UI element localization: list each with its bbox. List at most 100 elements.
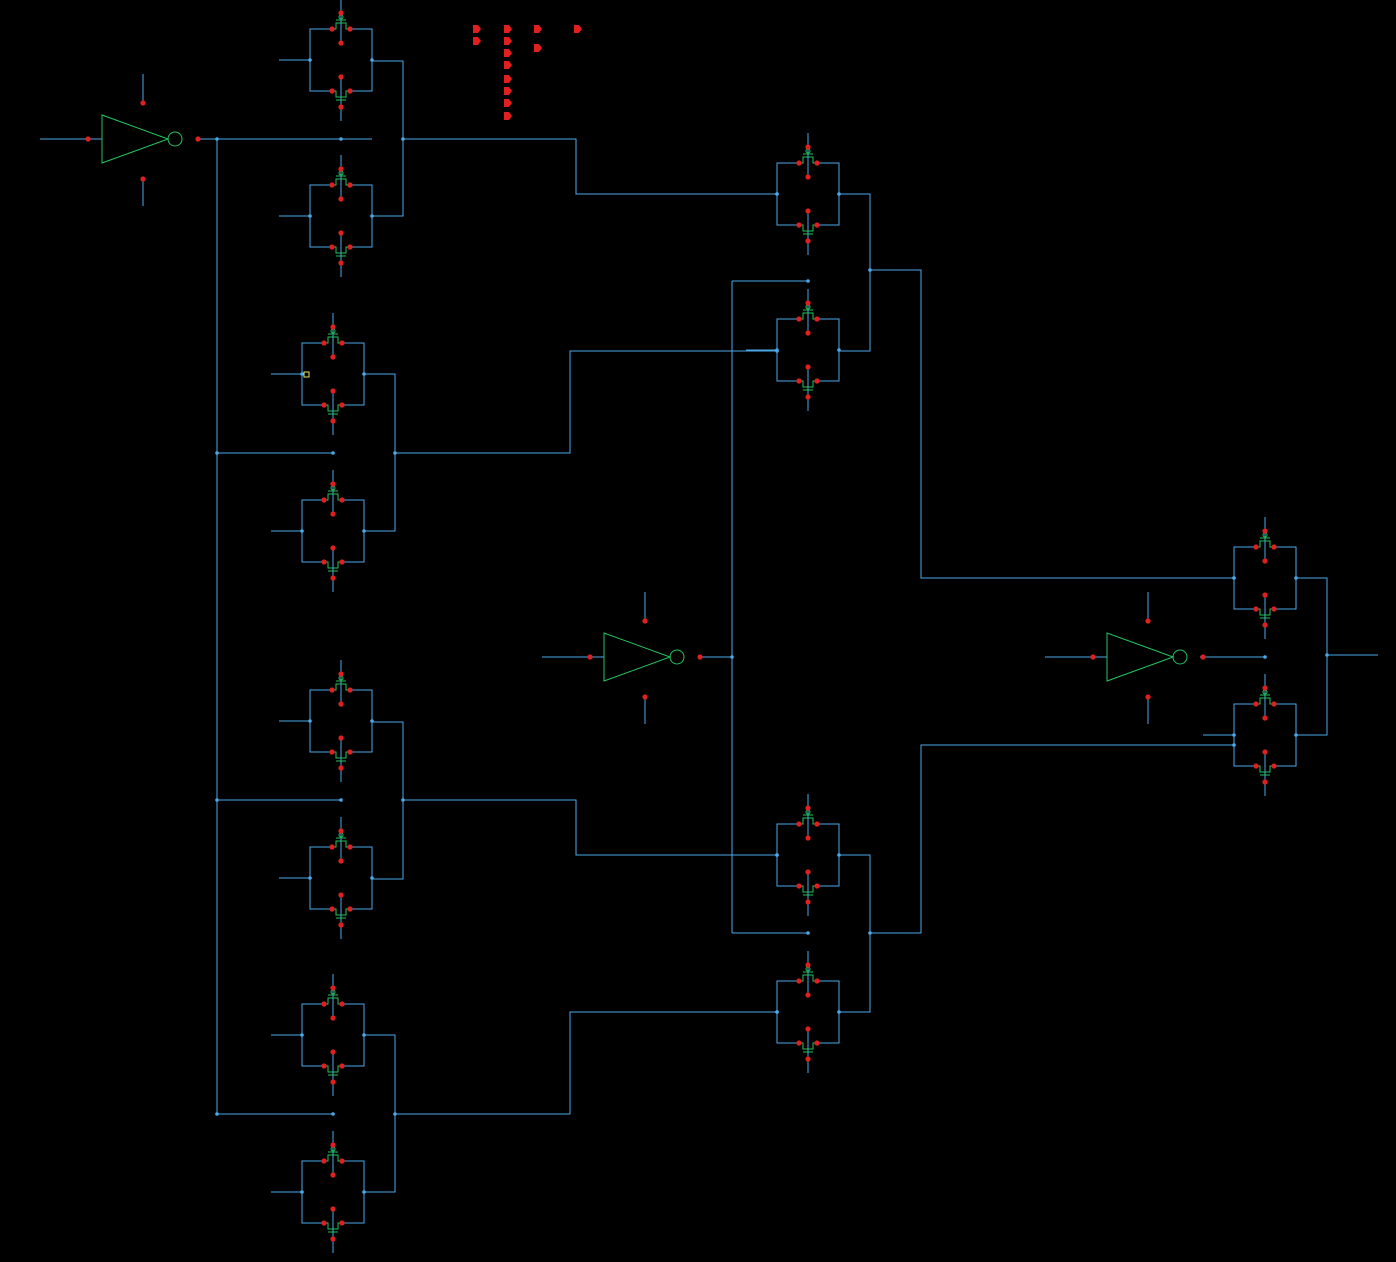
net-wire[interactable] (839, 193, 871, 352)
port-icon-group[interactable] (473, 25, 582, 120)
port-icon[interactable] (504, 61, 512, 69)
pin[interactable] (140, 176, 146, 182)
pin[interactable] (338, 828, 344, 834)
wire-junction[interactable] (868, 931, 872, 935)
pin[interactable] (1271, 606, 1277, 612)
pin[interactable] (339, 559, 345, 565)
nmos-icon[interactable] (324, 1222, 342, 1230)
pin[interactable] (1145, 694, 1151, 700)
pin[interactable] (347, 26, 353, 32)
wire-junction[interactable] (806, 931, 810, 935)
pin[interactable] (1262, 749, 1268, 755)
pin[interactable] (339, 402, 345, 408)
pin[interactable] (805, 1056, 811, 1062)
pin[interactable] (1145, 618, 1151, 624)
pin[interactable] (338, 104, 344, 110)
pin[interactable] (814, 222, 820, 228)
pmos-icon[interactable] (324, 336, 342, 344)
transmission-gate[interactable] (279, 155, 373, 277)
nmos-icon[interactable] (799, 885, 817, 893)
pin[interactable] (338, 701, 344, 707)
pin[interactable] (140, 100, 146, 106)
pin[interactable] (1253, 701, 1259, 707)
pin[interactable] (330, 985, 336, 991)
pin[interactable] (338, 858, 344, 864)
tg-right-rail[interactable] (350, 184, 373, 248)
transmission-gate[interactable] (271, 1131, 365, 1253)
pin[interactable] (338, 196, 344, 202)
pin[interactable] (330, 1172, 336, 1178)
wire-junction[interactable] (215, 1112, 219, 1116)
wire-junction[interactable] (393, 451, 397, 455)
pin[interactable] (330, 481, 336, 487)
wire-junction[interactable] (215, 451, 219, 455)
port-icon[interactable] (534, 25, 542, 33)
net-wire[interactable] (870, 269, 1234, 579)
transmission-gate[interactable] (746, 951, 840, 1073)
pin[interactable] (330, 354, 336, 360)
pin[interactable] (321, 402, 327, 408)
pin[interactable] (330, 1142, 336, 1148)
pin[interactable] (805, 992, 811, 998)
pin[interactable] (347, 844, 353, 850)
port-icon[interactable] (504, 87, 512, 95)
pin[interactable] (347, 906, 353, 912)
pin[interactable] (796, 978, 802, 984)
port-icon[interactable] (504, 25, 512, 33)
pmos-icon[interactable] (1256, 540, 1274, 548)
pin[interactable] (805, 144, 811, 150)
wire-junction[interactable] (1325, 653, 1329, 657)
wire-junction[interactable] (401, 798, 405, 802)
pin[interactable] (805, 364, 811, 370)
pin[interactable] (321, 340, 327, 346)
port-icon[interactable] (504, 99, 512, 107)
port-icon[interactable] (504, 112, 512, 120)
wire-junction[interactable] (730, 655, 734, 659)
inverter[interactable] (1045, 592, 1188, 724)
wire-junction[interactable] (215, 137, 219, 141)
pin[interactable] (195, 136, 201, 142)
pin[interactable] (338, 765, 344, 771)
pin[interactable] (814, 883, 820, 889)
nmos-icon[interactable] (324, 404, 342, 412)
pin[interactable] (347, 244, 353, 250)
transmission-gate[interactable] (1203, 674, 1297, 796)
pin[interactable] (330, 1049, 336, 1055)
pin[interactable] (338, 735, 344, 741)
pin[interactable] (338, 40, 344, 46)
pin[interactable] (339, 1001, 345, 1007)
port-icon[interactable] (574, 25, 582, 33)
pin[interactable] (330, 1079, 336, 1085)
pmos-icon[interactable] (324, 1154, 342, 1162)
pin[interactable] (329, 906, 335, 912)
nmos-icon[interactable] (799, 224, 817, 232)
pin[interactable] (338, 74, 344, 80)
pin[interactable] (338, 230, 344, 236)
pin[interactable] (796, 316, 802, 322)
wire-junction[interactable] (331, 1112, 335, 1116)
pin[interactable] (796, 821, 802, 827)
wire-junction[interactable] (393, 1112, 397, 1116)
port-icon[interactable] (534, 44, 542, 52)
net-wire[interactable] (395, 350, 777, 454)
tg-right-rail[interactable] (342, 342, 365, 406)
pin[interactable] (330, 324, 336, 330)
pin[interactable] (1271, 763, 1277, 769)
pin[interactable] (338, 166, 344, 172)
pin[interactable] (329, 26, 335, 32)
port-icon[interactable] (504, 75, 512, 83)
pin[interactable] (329, 244, 335, 250)
pmos-icon[interactable] (332, 840, 350, 848)
pin[interactable] (814, 316, 820, 322)
selected-pin-marker[interactable] (303, 371, 310, 378)
tg-right-rail[interactable] (342, 499, 365, 563)
pin[interactable] (1253, 544, 1259, 550)
pin[interactable] (805, 1026, 811, 1032)
pin[interactable] (1262, 779, 1268, 785)
pin[interactable] (330, 1206, 336, 1212)
pmos-icon[interactable] (332, 683, 350, 691)
pin[interactable] (321, 559, 327, 565)
pin[interactable] (1262, 622, 1268, 628)
pin[interactable] (339, 340, 345, 346)
nmos-icon[interactable] (1256, 765, 1274, 773)
